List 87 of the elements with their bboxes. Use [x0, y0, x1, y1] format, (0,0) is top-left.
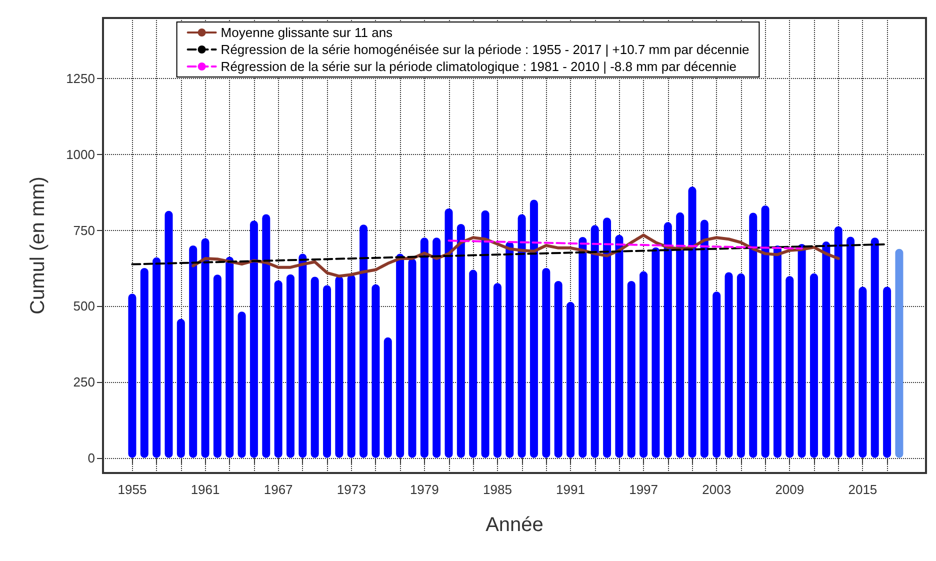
bar: [736, 273, 745, 458]
bar: [590, 225, 599, 458]
bar: [676, 212, 684, 458]
bar: [761, 205, 770, 458]
bar: [360, 224, 368, 458]
y-tick-label: 750: [73, 222, 95, 238]
bar: [749, 212, 758, 458]
bar: [335, 276, 344, 458]
bar: [603, 218, 612, 458]
bar: [822, 242, 830, 458]
bar: [724, 272, 733, 458]
bar: [506, 242, 514, 458]
legend-label: Régression de la série sur la période climatologique : 1981 - 2010 | -8.8 mm par décennie: [220, 59, 737, 74]
y-tick-label: 1000: [66, 147, 95, 162]
bar: [554, 280, 562, 458]
bar: [128, 294, 136, 458]
x-tick-label: 1967: [264, 482, 293, 497]
x-tick-label: 1997: [629, 482, 658, 497]
bar: [786, 276, 794, 458]
bar: [250, 220, 258, 458]
x-tick-label: 1973: [336, 482, 366, 497]
bar: [688, 186, 696, 458]
y-tick-label: 500: [73, 298, 95, 314]
bar: [712, 292, 721, 458]
bar: [870, 238, 879, 458]
bar: [176, 318, 185, 458]
bar: [846, 236, 855, 458]
bar: [773, 246, 782, 458]
bar: [420, 238, 428, 458]
x-axis-title: Année: [486, 514, 544, 536]
bar: [396, 254, 404, 458]
y-tick-label: 250: [73, 374, 95, 390]
bar: [140, 268, 148, 458]
bar: [858, 286, 867, 458]
x-tick-label: 1979: [410, 482, 439, 497]
bar: [481, 210, 490, 458]
bar: [432, 238, 441, 458]
bar: [542, 268, 550, 458]
bar: [493, 283, 502, 458]
legend-label: Moyenne glissante sur 11 ans: [220, 25, 394, 40]
bar: [213, 274, 222, 458]
x-tick-label: 1955: [118, 482, 147, 497]
x-tick-label: 2015: [848, 482, 878, 497]
bar: [530, 200, 538, 458]
bar: [164, 210, 173, 458]
y-tick-label: 1250: [66, 71, 95, 86]
bar: [664, 222, 672, 458]
bar: [372, 284, 380, 458]
x-tick-label: 1961: [190, 482, 220, 497]
bar: [384, 337, 392, 458]
bar: [286, 274, 294, 458]
bar: [566, 302, 575, 458]
x-tick-label: 1985: [482, 482, 512, 497]
x-tick-label: 1991: [556, 482, 585, 497]
x-tick-label: 2009: [775, 482, 804, 497]
bar: [615, 234, 624, 458]
bar: [627, 280, 636, 458]
bar: [469, 270, 478, 458]
y-tick-label: 0: [88, 450, 95, 466]
bar: [201, 238, 210, 458]
bar: [238, 312, 246, 458]
bar: [189, 246, 198, 458]
bar: [323, 285, 332, 458]
bar: [798, 244, 806, 458]
legend-label: Régression de la série homogénéisée sur la période : 1955 - 2017 | +10.7 mm par décennie: [220, 42, 750, 57]
bar: [274, 280, 282, 458]
bar: [834, 226, 842, 458]
bar: [152, 257, 161, 458]
bar: [810, 273, 818, 458]
line-series: [192, 234, 840, 278]
bar: [578, 237, 587, 458]
bar: [456, 224, 465, 458]
x-tick-label: 2003: [702, 482, 732, 497]
bar: [883, 286, 892, 458]
bar: [700, 220, 708, 458]
bar: [408, 258, 416, 458]
bar: [262, 214, 270, 458]
bar: [652, 247, 660, 458]
bar: [518, 214, 526, 458]
bar: [444, 208, 453, 458]
bar: [895, 248, 904, 458]
bar: [310, 276, 319, 458]
bar: [226, 256, 234, 458]
bar: [640, 271, 648, 458]
y-axis-title: Cumul (en mm): [27, 176, 49, 314]
bar: [298, 254, 307, 458]
bar: [347, 274, 356, 458]
